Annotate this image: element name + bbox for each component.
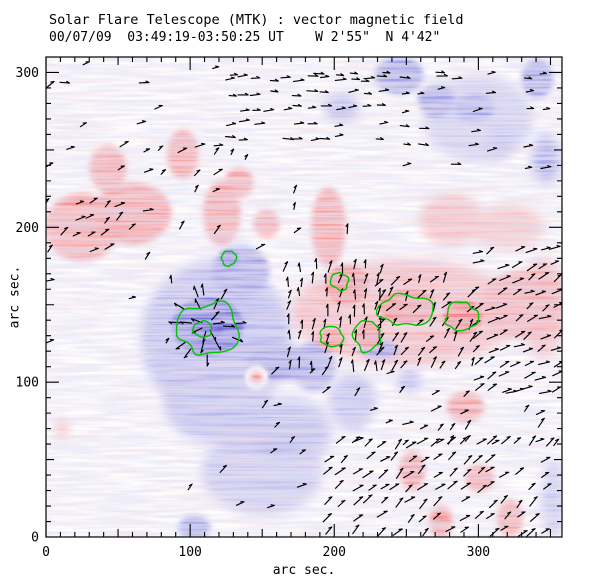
svg-text:300: 300 bbox=[467, 545, 490, 560]
red-speckle-noise bbox=[46, 57, 562, 537]
strong-field-contours bbox=[175, 250, 480, 356]
axes: 0 100 200 300 0 100 200 300 bbox=[16, 56, 563, 560]
svg-text:100: 100 bbox=[16, 376, 39, 391]
svg-text:300: 300 bbox=[16, 66, 39, 81]
svg-text:0: 0 bbox=[42, 545, 50, 560]
plot-title: Solar Flare Telescope (MTK) : vector mag… bbox=[49, 12, 464, 28]
svg-text:200: 200 bbox=[16, 221, 39, 236]
y-axis-label: arc sec. bbox=[7, 265, 23, 329]
svg-text:200: 200 bbox=[323, 545, 346, 560]
plot-subtitle: 00/07/09 03:49:19-03:50:25 UT W 2'55" N … bbox=[49, 30, 441, 45]
svg-text:100: 100 bbox=[178, 545, 201, 560]
svg-text:0: 0 bbox=[31, 531, 39, 546]
x-axis-label: arc sec. bbox=[272, 563, 336, 578]
